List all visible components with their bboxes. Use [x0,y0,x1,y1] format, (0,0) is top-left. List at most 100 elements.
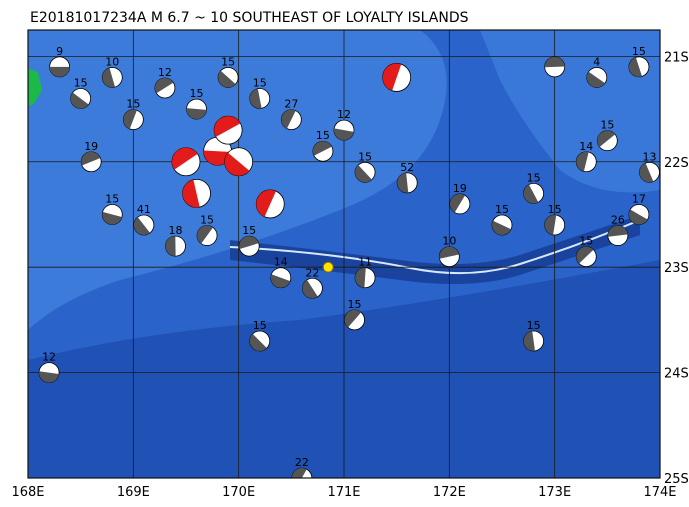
beachball-compression [449,193,466,213]
depth-label: 15 [358,150,372,163]
beachball: 4 [586,55,608,88]
shallow-region-east [480,30,660,193]
lon-label: 172E [433,485,466,500]
depth-label: 15 [200,214,214,227]
beachball-major [182,178,211,208]
lon-label: 174E [643,485,676,500]
depth-label: 9 [56,45,63,58]
beachball-compression [639,163,654,183]
beachball: 22 [291,456,313,478]
map-frame [27,29,661,479]
depth-label: 12 [337,108,351,121]
beachball-major [382,63,412,92]
depth-label: 12 [158,66,172,79]
beachball-compression [81,151,101,166]
beachball-compression [576,246,594,264]
beachball: 15 [186,87,207,120]
beachball: 15 [523,319,544,352]
beachball: 15 [249,319,271,352]
beachball-compression [133,217,151,236]
beachball-compression [333,128,354,141]
depth-label: 10 [105,55,119,68]
beachball: 10 [438,235,460,268]
beachball-major [255,189,285,219]
beachball-compression [239,236,259,250]
beachball-compression [214,116,241,137]
beachball: 17 [628,192,650,225]
depth-label: 15 [527,171,541,184]
depth-label: 15 [348,298,362,311]
beachball-compression [523,184,539,204]
depth-label: 41 [137,203,151,216]
beachball: 15 [354,150,376,183]
beachball: 15 [523,171,544,204]
beachball-compression [355,267,366,288]
beachball: 12 [333,108,355,141]
beachball: 15 [217,55,239,88]
trench-line [229,219,641,275]
depth-label: 15 [105,192,119,205]
depth-label: 15 [600,119,614,132]
depth-label: 52 [400,161,414,174]
lon-label: 168E [11,485,44,500]
beachball-compression [70,92,89,109]
depth-label: 15 [495,203,509,216]
epicenter-marker [322,261,334,273]
depth-label: 4 [593,55,600,68]
beachball: 15 [196,214,218,246]
lon-label: 173E [538,485,571,500]
beachball: 12 [38,351,60,383]
beachball-major [224,147,254,177]
beachball-compression [597,130,616,147]
land-fragment [28,68,42,106]
shallow-region [28,30,447,330]
depth-label: 11 [358,256,372,269]
depth-label: 15 [632,45,646,58]
depth-label: 12 [42,351,56,364]
beachball: 13 [639,150,660,183]
beachball-major [171,147,201,177]
lat-label: 24S [664,367,689,382]
beachball-compression [312,141,332,156]
beachball-compression [256,189,276,217]
beachball: 12 [154,66,176,99]
beachball-compression [382,63,402,91]
beachball-compression [154,77,174,94]
beachball-major [213,115,243,145]
beachball: 15 [249,77,271,109]
beachball-compression [544,215,557,235]
depth-label: 19 [84,140,98,153]
lon-label: 171E [327,485,360,500]
beachball: 11 [354,256,376,289]
beachball-compression [607,225,628,237]
depth-label: 18 [168,224,182,237]
lat-label: 21S [664,50,689,65]
beachball: 15 [491,203,513,236]
beachball: 15 [70,77,92,109]
beachball-compression [344,309,362,328]
beachball: 15 [344,298,365,331]
depth-label: 10 [442,235,456,248]
beachball-compression [628,209,648,225]
beachball: 15 [101,192,123,225]
beachball: 15 [238,224,260,257]
depth-label: 15 [126,98,140,111]
beachball: 15 [544,203,566,236]
beachball-compression [224,152,250,176]
depth-label: 15 [221,55,235,68]
beachball: 41 [133,203,155,236]
beachball-compression [172,147,198,170]
beachball-compression [39,371,59,383]
depth-label: 19 [453,182,467,195]
depth-label: 14 [579,140,593,153]
depth-label: 15 [527,319,541,332]
lon-label: 170E [222,485,255,500]
lat-label: 22S [664,156,689,171]
depth-label: 15 [253,319,267,332]
depth-label: 15 [242,224,256,237]
beachball: 9 [49,45,70,78]
beachball-compression [523,331,535,351]
depth-label: 26 [611,214,625,227]
depth-label: 15 [74,77,88,90]
beachball-compression [270,274,291,288]
